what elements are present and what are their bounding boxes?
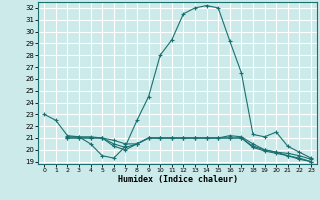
X-axis label: Humidex (Indice chaleur): Humidex (Indice chaleur) bbox=[118, 175, 238, 184]
